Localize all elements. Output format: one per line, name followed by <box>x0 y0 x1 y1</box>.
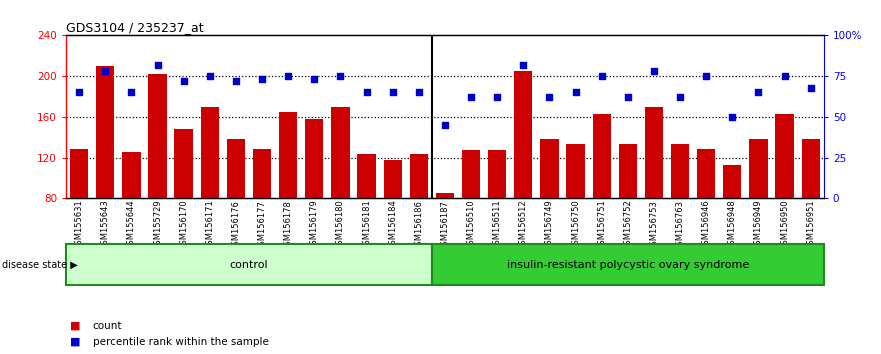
Bar <box>122 153 141 198</box>
Point <box>307 76 322 82</box>
Point <box>438 122 452 128</box>
Bar <box>645 107 663 198</box>
Point <box>778 73 792 79</box>
Bar <box>66 244 432 285</box>
Text: insulin-resistant polycystic ovary syndrome: insulin-resistant polycystic ovary syndr… <box>507 259 749 270</box>
Point <box>72 90 86 95</box>
Point <box>98 68 112 74</box>
Text: ■: ■ <box>70 321 81 331</box>
Point <box>281 73 295 79</box>
Text: count: count <box>93 321 122 331</box>
Point <box>673 95 687 100</box>
Bar <box>802 139 820 198</box>
Text: GDS3104 / 235237_at: GDS3104 / 235237_at <box>66 21 204 34</box>
Bar <box>566 144 585 198</box>
Point <box>516 62 530 68</box>
Bar <box>305 119 323 198</box>
Point <box>411 90 426 95</box>
Bar <box>226 139 245 198</box>
Text: ■: ■ <box>70 337 81 347</box>
Text: percentile rank within the sample: percentile rank within the sample <box>93 337 269 347</box>
Point <box>490 95 504 100</box>
Bar <box>96 66 115 198</box>
Point <box>359 90 374 95</box>
Point <box>568 90 582 95</box>
Text: disease state ▶: disease state ▶ <box>2 259 78 270</box>
Bar <box>618 144 637 198</box>
Point <box>595 73 609 79</box>
Bar <box>410 154 428 198</box>
Bar <box>436 193 454 198</box>
Bar <box>723 165 742 198</box>
Text: control: control <box>230 259 269 270</box>
Bar <box>749 139 767 198</box>
Point <box>647 68 661 74</box>
Bar <box>593 114 611 198</box>
Bar <box>201 107 218 198</box>
Bar <box>331 107 350 198</box>
Point <box>621 95 635 100</box>
Point <box>176 78 190 84</box>
Point <box>255 76 269 82</box>
Point <box>464 95 478 100</box>
Bar <box>358 154 375 198</box>
Point <box>751 90 766 95</box>
Bar <box>279 112 297 198</box>
Point <box>151 62 165 68</box>
Bar <box>174 129 193 198</box>
Bar <box>540 139 559 198</box>
Bar <box>462 150 480 198</box>
Point <box>386 90 400 95</box>
Point <box>700 73 714 79</box>
Point <box>124 90 138 95</box>
Point <box>725 114 739 120</box>
Bar <box>775 114 794 198</box>
Bar <box>515 71 532 198</box>
Bar <box>383 160 402 198</box>
Point <box>333 73 347 79</box>
Bar <box>253 149 271 198</box>
Bar <box>70 149 88 198</box>
Point <box>229 78 243 84</box>
Bar <box>148 74 167 198</box>
Point <box>203 73 217 79</box>
Bar <box>488 150 507 198</box>
Point <box>803 85 818 90</box>
Bar <box>671 144 689 198</box>
Bar <box>432 244 824 285</box>
Bar <box>697 149 715 198</box>
Point <box>543 95 557 100</box>
